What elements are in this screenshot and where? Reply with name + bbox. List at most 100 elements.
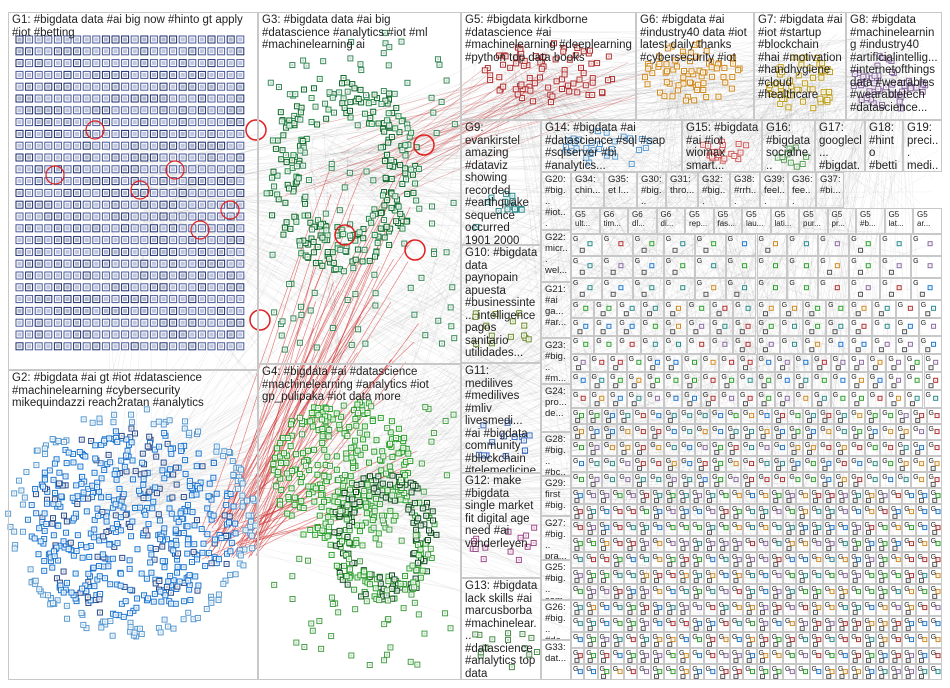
group-box-tiny: G (601, 234, 633, 256)
group-box-g13: G13: #bigdata lack skills #ai marcusborb… (461, 578, 541, 680)
group-label-tiny: G (851, 554, 857, 561)
group-box-tiny: G (915, 600, 929, 616)
group-box-tiny: G (833, 408, 850, 424)
group-label-tiny: G (705, 522, 711, 529)
group-box-tiny: G (584, 584, 598, 600)
group-label-tiny: G (758, 338, 764, 345)
group-label-tiny: G (785, 538, 791, 545)
group-box-tiny: G (926, 472, 942, 488)
group-box-g32: G32: #big... (698, 172, 730, 208)
group-label-tiny: G (586, 570, 592, 577)
group-label-tiny: G (781, 302, 788, 309)
group-label-tiny: G (718, 538, 725, 545)
group-label-tiny: G (904, 634, 910, 641)
group-label-tiny: G (626, 506, 632, 513)
group-label-tiny: G (721, 374, 727, 381)
group-label-tiny: G (599, 554, 605, 561)
group-label-tiny: G (866, 458, 873, 465)
group-box-tiny: G (650, 616, 664, 632)
group-box-tiny: G (923, 354, 943, 372)
group-label-tiny: G (665, 506, 672, 513)
group-box-tiny: G (849, 504, 863, 520)
group-label-tiny: G (681, 458, 687, 465)
group-label-tiny: G (930, 538, 937, 545)
group-box-tiny: G (571, 536, 585, 552)
group-label-tiny: G (777, 374, 783, 381)
group-label-tiny: G (851, 634, 857, 641)
group-label-tiny: G (603, 442, 610, 449)
group-box-tiny: G (730, 520, 744, 536)
group-label-tiny: G (851, 258, 857, 265)
group-label-tiny: G (732, 522, 738, 529)
group-label-tiny: G (612, 522, 619, 529)
group-box-tiny: G (818, 278, 850, 300)
group-label-tiny: G (851, 522, 857, 529)
group-box-tiny: G (601, 424, 618, 440)
group-label-tiny: G (705, 506, 711, 513)
group-label-g4: G4: #bigdata #ai #datascience #machinele… (262, 366, 433, 403)
group-box-tiny: G (812, 372, 831, 390)
group-box-tiny: G (584, 616, 598, 632)
group-label-tiny: G (705, 650, 711, 657)
group-box-tiny: G (826, 300, 850, 318)
group-box-tiny: G (849, 278, 881, 300)
group-box-tiny: G (822, 552, 837, 568)
group-box-tiny: G (833, 472, 850, 488)
group-box-tiny: G (637, 616, 651, 632)
group-label-tiny: G (864, 554, 870, 561)
group-label-tiny: G (692, 554, 698, 561)
group-box-tiny: G (862, 552, 876, 568)
group-box-tiny: G (733, 300, 757, 318)
group-box-tiny: G (663, 648, 678, 664)
group-label-tiny: G (906, 356, 913, 363)
group-label-tiny: G (824, 522, 831, 529)
group-label-tiny: G (795, 392, 802, 399)
group-box-g9: G9: evankirstel amazing #dataviz showing… (461, 120, 541, 245)
group-box-tiny: G (663, 440, 680, 456)
group-label-tiny: G (647, 374, 653, 381)
group-label-tiny: G (838, 570, 844, 577)
group-box-tiny: G (756, 336, 780, 354)
group-label-tiny: G (712, 320, 718, 327)
group-box-tiny: G (601, 278, 633, 300)
group-label-tiny: G (913, 426, 919, 433)
group-label-g26: G26: #big... #da... (545, 602, 566, 639)
group-label-tiny: G (626, 490, 632, 497)
group-box-tiny: G (849, 584, 863, 600)
group-label-tiny: G (652, 522, 658, 529)
group-label-tiny: G (718, 618, 725, 625)
group-box-g18: G18: #hinto #betti... (865, 120, 903, 172)
group-box-tiny: G (703, 600, 717, 616)
group-label-tiny: G (835, 474, 842, 481)
group-box-tiny: G (772, 408, 788, 424)
group-label-tiny: G (930, 586, 937, 593)
group-label-tiny: G (696, 442, 703, 449)
group-box-tiny: G (886, 354, 905, 372)
group-box-tiny: G (769, 488, 784, 504)
group-label-g38: G38: #rrh... (734, 174, 758, 207)
group-label-tiny: G (573, 374, 579, 381)
group-box-tiny: G (756, 456, 772, 472)
group-box-tiny: G (743, 536, 757, 552)
group-label-tiny: G (820, 442, 826, 449)
group-label-tiny: G (665, 374, 672, 381)
group-box-g17: G17: googlecl... #bigdat... (815, 120, 865, 172)
group-label-tiny: G (610, 374, 616, 381)
group-label-tiny: G (696, 458, 703, 465)
group-label-tiny: G (851, 338, 857, 345)
group-label-tiny: G (603, 258, 610, 265)
group-box-tiny: G (682, 390, 701, 408)
group-label-tiny: G (712, 474, 718, 481)
group-label-tiny: G (573, 236, 579, 243)
group-label-g22: G22: micr... wel... (545, 232, 569, 276)
group-label-tiny: G (811, 618, 817, 625)
group-box-g22: G22: micr... wel... (541, 230, 571, 282)
group-box-tiny: G (716, 536, 731, 552)
group-box-tiny: G (928, 664, 943, 680)
group-label-tiny: G (798, 522, 804, 529)
group-box-tiny: G (864, 424, 881, 440)
group-box-tiny: G (830, 372, 850, 390)
group-box-tiny: G (637, 600, 651, 616)
group-label-tiny: G (758, 490, 764, 497)
group-box-tiny: G (783, 536, 797, 552)
